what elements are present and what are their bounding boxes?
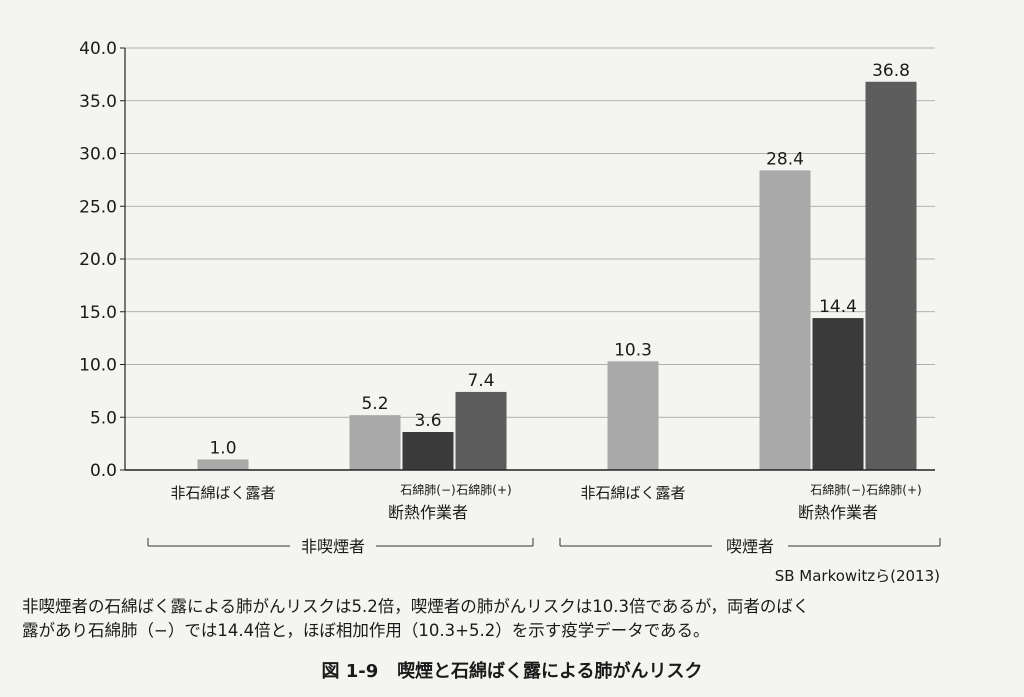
y-tick-label: 5.0 — [90, 408, 117, 428]
group-label-smoker: 喫煙者 — [726, 537, 774, 556]
group-label-nonsmoker: 非喫煙者 — [301, 537, 365, 556]
data-labels: 1.0 5.2 3.6 7.4 10.3 28.4 14.4 36.8 — [209, 61, 909, 459]
category-label-insulator-smoker: 断熱作業者 — [798, 503, 878, 522]
sub-label-asbestosis-neg-nonsmoker: 石綿肺(−) — [400, 483, 455, 497]
data-label: 10.3 — [614, 340, 652, 360]
data-label: 3.6 — [414, 411, 441, 431]
y-tick-label: 25.0 — [79, 197, 117, 217]
data-label: 1.0 — [209, 438, 236, 458]
data-label: 7.4 — [467, 371, 494, 391]
data-label: 14.4 — [819, 297, 857, 317]
source-citation: SB Markowitzら(2013) — [775, 567, 940, 585]
data-label: 5.2 — [361, 394, 388, 414]
y-tick-label: 35.0 — [79, 92, 117, 112]
bar-chart: 0.0 5.0 10.0 15.0 20.0 25.0 30.0 35.0 40.0 1.0 5.… — [79, 39, 941, 585]
bar — [455, 391, 507, 470]
caption-line-1: 非喫煙者の石綿ばく露による肺がんリスクは5.2倍，喫煙者の肺がんリスクは10.3… — [22, 597, 810, 616]
bars — [197, 81, 917, 470]
bar — [349, 415, 401, 470]
y-tick-label: 15.0 — [79, 303, 117, 323]
figure-caption: 非喫煙者の石綿ばく露による肺がんリスクは5.2倍，喫煙者の肺がんリスクは10.3… — [22, 595, 1012, 643]
bar — [865, 81, 917, 470]
sub-label-asbestosis-pos-smoker: 石綿肺(+) — [866, 483, 921, 497]
y-axis-ticks: 0.0 5.0 10.0 15.0 20.0 25.0 30.0 35.0 40.0 — [79, 39, 125, 481]
data-label: 28.4 — [766, 149, 804, 169]
bracket-smoker: 喫煙者 — [559, 537, 941, 556]
data-label: 36.8 — [872, 61, 910, 81]
figure-title-text: 喫煙と石綿ばく露による肺がんリスク — [397, 661, 703, 682]
y-tick-label: 40.0 — [79, 39, 117, 59]
bar — [812, 318, 864, 470]
figure-number: 図 1-9 — [321, 661, 379, 682]
sub-label-asbestosis-pos-nonsmoker: 石綿肺(+) — [456, 483, 511, 497]
category-label-nonexposed-smoker: 非石綿ばく露者 — [580, 484, 685, 502]
bar — [759, 170, 811, 470]
category-label-insulator-nonsmoker: 断熱作業者 — [388, 503, 468, 522]
gridlines — [125, 47, 935, 418]
figure-title: 図 1-9 喫煙と石綿ばく露による肺がんリスク — [0, 657, 1024, 683]
category-label-nonexposed-nonsmoker: 非石綿ばく露者 — [170, 484, 275, 502]
caption-line-2: 露があり石綿肺（−）では14.4倍と，ほぼ相加作用（10.3+5.2）を示す疫学… — [22, 621, 710, 640]
y-tick-label: 20.0 — [79, 250, 117, 270]
y-tick-label: 0.0 — [90, 461, 117, 481]
bar — [402, 432, 454, 470]
sub-label-asbestosis-neg-smoker: 石綿肺(−) — [810, 483, 865, 497]
bracket-nonsmoker: 非喫煙者 — [147, 537, 534, 556]
y-tick-label: 30.0 — [79, 145, 117, 165]
bar — [197, 459, 249, 470]
y-tick-label: 10.0 — [79, 356, 117, 376]
bar — [607, 361, 659, 470]
